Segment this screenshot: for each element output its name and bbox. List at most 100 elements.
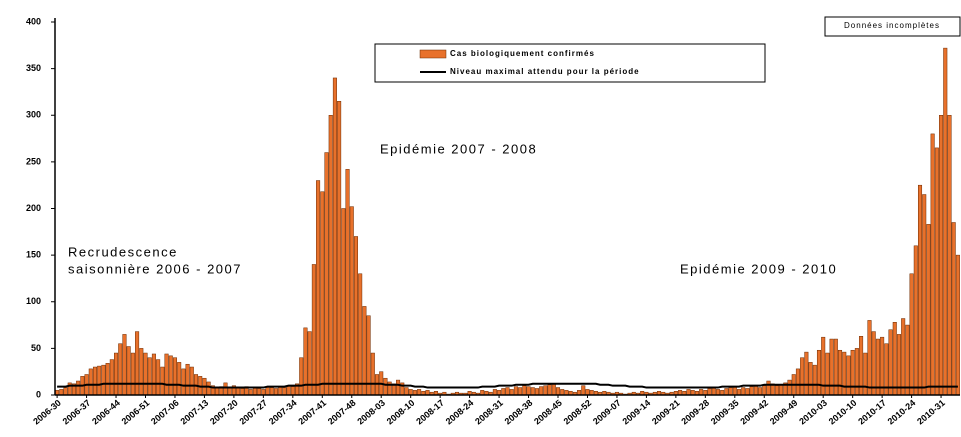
x-tick-label: 2008-17 bbox=[414, 398, 446, 427]
x-tick-label: 2010-24 bbox=[886, 398, 918, 427]
bar bbox=[168, 355, 173, 396]
bar bbox=[172, 357, 177, 396]
bar bbox=[724, 388, 729, 396]
bar bbox=[779, 384, 784, 396]
bar bbox=[257, 388, 262, 396]
bar bbox=[109, 359, 114, 396]
bar bbox=[934, 147, 939, 396]
x-tick-label: 2009-28 bbox=[679, 398, 711, 427]
x-tick-label: 2009-14 bbox=[620, 398, 652, 427]
annotation: Epidémie 2009 - 2010 bbox=[680, 261, 837, 276]
bar bbox=[240, 388, 245, 396]
bar bbox=[854, 348, 859, 396]
bar bbox=[105, 363, 110, 396]
bar bbox=[913, 245, 918, 396]
bar bbox=[926, 224, 931, 396]
bar bbox=[555, 387, 561, 396]
legend-swatch bbox=[419, 49, 447, 59]
bar bbox=[518, 387, 523, 396]
y-tick-label: 250 bbox=[26, 156, 41, 166]
x-tick-label: 2007-06 bbox=[149, 398, 181, 427]
y-tick-label: 50 bbox=[31, 343, 41, 353]
bar bbox=[896, 334, 901, 396]
bar bbox=[741, 387, 746, 396]
bar bbox=[745, 388, 750, 396]
bar bbox=[543, 385, 548, 396]
bar bbox=[160, 366, 165, 396]
bar bbox=[905, 324, 910, 396]
bar bbox=[816, 349, 822, 396]
bar bbox=[181, 368, 186, 396]
x-tick-label: 2007-20 bbox=[208, 398, 240, 427]
x-tick-label: 2007-13 bbox=[179, 398, 211, 427]
bar bbox=[118, 343, 123, 396]
x-tick-label: 2008-03 bbox=[355, 398, 387, 427]
bar bbox=[227, 387, 232, 396]
bar bbox=[501, 388, 506, 396]
bar bbox=[299, 357, 304, 396]
bar bbox=[842, 351, 847, 396]
bar bbox=[551, 383, 556, 396]
bar bbox=[273, 388, 279, 396]
y-tick-label: 200 bbox=[26, 203, 41, 213]
legend-label: Niveau maximal attendu pour la période bbox=[450, 67, 640, 76]
x-tick-label: 2007-41 bbox=[296, 398, 328, 427]
bar bbox=[686, 389, 691, 396]
bar bbox=[892, 322, 897, 396]
bar bbox=[749, 386, 754, 396]
x-tick-label: 2008-10 bbox=[385, 398, 417, 427]
bar bbox=[947, 115, 952, 396]
legend-label: Cas biologiquement confirmés bbox=[450, 49, 595, 58]
x-tick-label: 2007-34 bbox=[267, 398, 299, 427]
bar bbox=[164, 353, 169, 396]
line bbox=[57, 382, 958, 389]
x-tick-label: 2010-03 bbox=[797, 398, 829, 427]
bar bbox=[509, 389, 514, 396]
bar bbox=[261, 389, 266, 396]
y-tick-label: 0 bbox=[36, 389, 41, 399]
bar bbox=[808, 362, 813, 396]
bar bbox=[585, 389, 590, 396]
bar bbox=[189, 366, 194, 396]
bar bbox=[951, 222, 956, 396]
bar bbox=[114, 352, 119, 396]
bar bbox=[534, 388, 539, 396]
bar bbox=[707, 388, 712, 396]
bar bbox=[513, 386, 518, 396]
bar bbox=[939, 115, 944, 396]
bar bbox=[526, 386, 531, 396]
bar bbox=[863, 352, 868, 396]
bar bbox=[177, 362, 182, 396]
y-tick-label: 100 bbox=[26, 296, 41, 306]
bar bbox=[943, 47, 948, 396]
x-tick-label: 2009-35 bbox=[709, 398, 741, 427]
x-tick-label: 2006-30 bbox=[31, 398, 63, 427]
bar bbox=[581, 385, 586, 396]
x-tick-label: 2008-24 bbox=[444, 398, 476, 427]
x-tick-label: 2008-38 bbox=[503, 398, 535, 427]
x-tick-label: 2008-31 bbox=[473, 398, 505, 427]
bar bbox=[383, 377, 388, 396]
annotation: Données incomplètes bbox=[844, 21, 940, 30]
bar bbox=[345, 169, 350, 396]
x-tick-label: 2006-51 bbox=[120, 398, 152, 427]
bar bbox=[126, 346, 131, 396]
bar bbox=[252, 387, 257, 396]
bar bbox=[362, 306, 367, 396]
x-tick-label: 2009-21 bbox=[650, 398, 682, 427]
bar bbox=[917, 184, 923, 396]
annotation-box bbox=[824, 16, 961, 37]
bar bbox=[151, 353, 156, 396]
bar bbox=[699, 389, 704, 396]
bar bbox=[290, 386, 295, 396]
bar bbox=[328, 115, 333, 396]
y-tick-label: 400 bbox=[26, 16, 41, 26]
bar bbox=[955, 254, 960, 396]
bar bbox=[930, 133, 935, 396]
bar bbox=[130, 352, 135, 396]
bar bbox=[867, 320, 872, 396]
x-tick-label: 2010-31 bbox=[915, 398, 947, 427]
bar bbox=[236, 387, 241, 396]
bar bbox=[311, 264, 316, 396]
